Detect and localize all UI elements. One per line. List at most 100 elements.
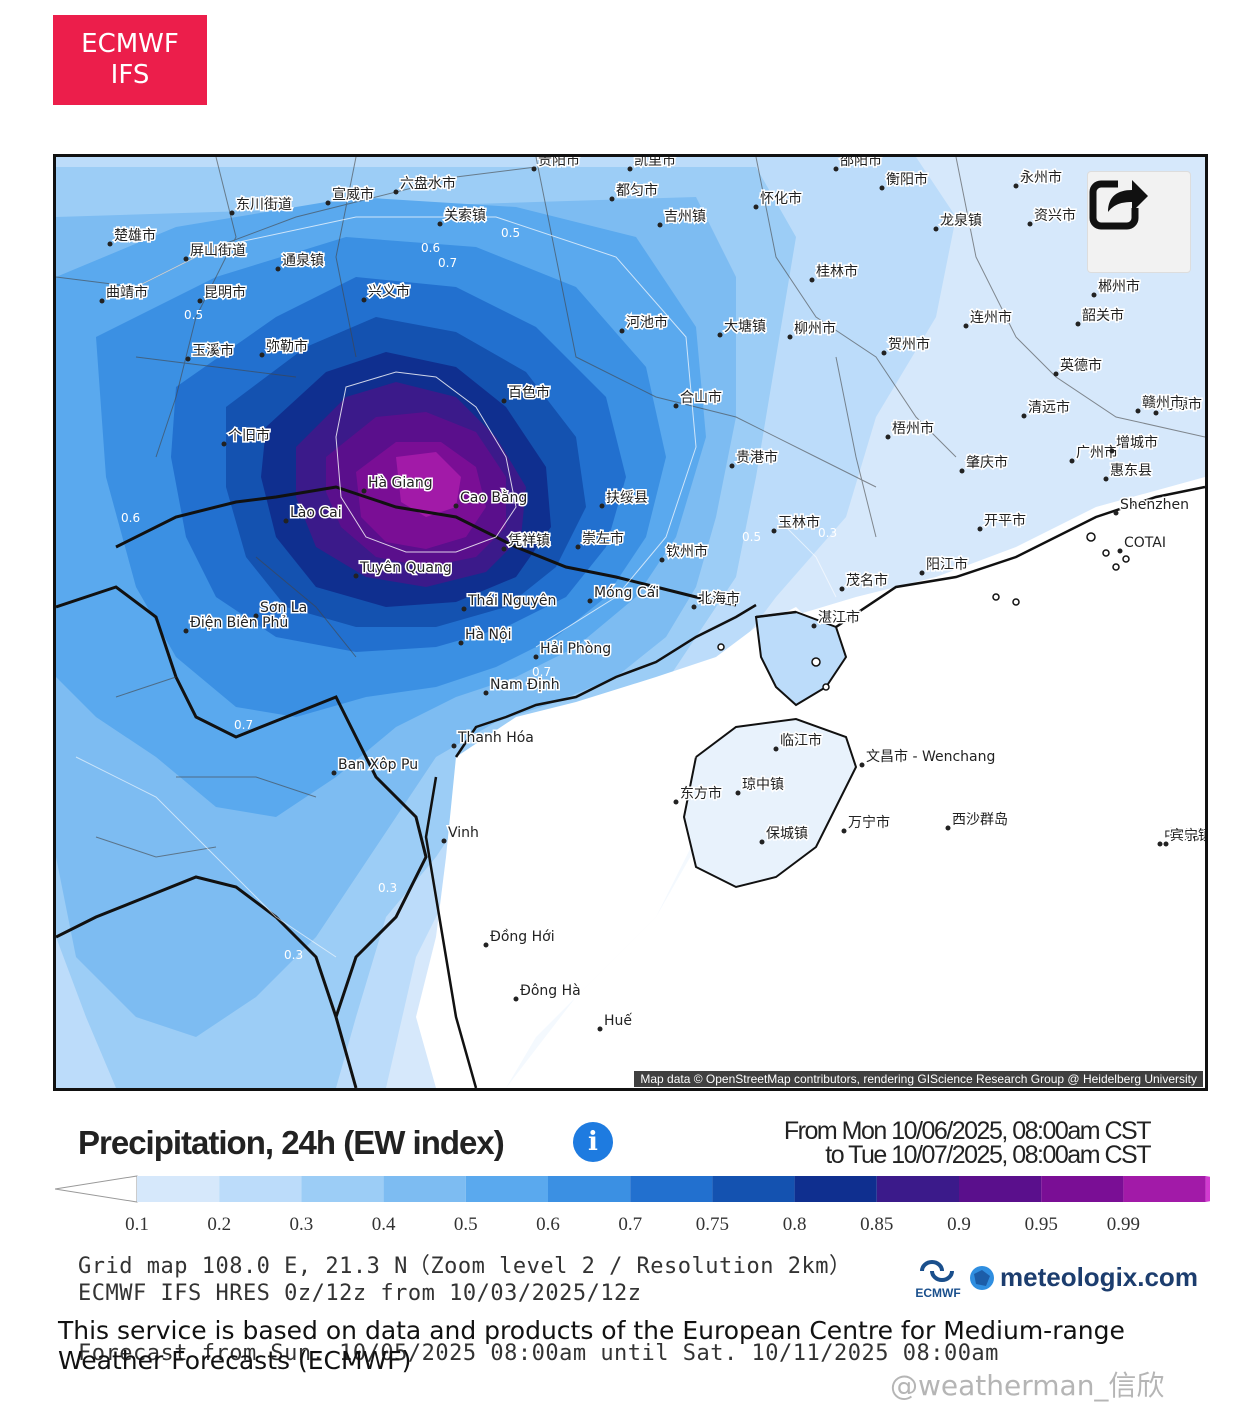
place-label[interactable]: 万宁市 (847, 813, 892, 833)
place-label[interactable]: Điện Biên Phủ (189, 614, 290, 633)
place-label[interactable]: 清远市 (1027, 398, 1072, 418)
place-label[interactable]: 凭祥镇 (507, 532, 552, 551)
place-label[interactable]: 保城镇 (765, 825, 810, 844)
place-label[interactable]: 临江市 (779, 731, 824, 751)
place-label[interactable]: Cao Bằng (459, 488, 529, 508)
place-label[interactable]: Vinh (447, 824, 481, 843)
share-button[interactable] (1087, 171, 1191, 273)
place-label[interactable]: Shenzhen (1119, 496, 1191, 515)
place-label[interactable]: Thái Nguyên (466, 592, 558, 611)
place-label[interactable]: 广州市 (1075, 443, 1120, 463)
map-canvas[interactable]: Hà Giang Cao Bằng Lào Cai Tuyên Quang Thái N… (56, 157, 1205, 1088)
place-label[interactable]: Hà Giang (367, 474, 435, 493)
place-label[interactable]: 贺州市 (887, 335, 932, 355)
place-label[interactable]: Ban Xôp Pu (337, 756, 420, 775)
place-label[interactable]: 合山市 (679, 388, 724, 408)
place-label[interactable]: 连州市 (969, 308, 1014, 328)
ecmwf-logo[interactable]: ECMWF (908, 1260, 968, 1302)
place-label[interactable]: 大塘镇 (723, 318, 768, 337)
place-label[interactable]: 河池市 (625, 313, 670, 333)
place-label[interactable]: 惠东县 (1109, 462, 1154, 481)
place-label[interactable]: 都匀市 (615, 181, 660, 201)
place-label[interactable]: 个旧市 (227, 426, 272, 446)
place-marker (859, 762, 865, 768)
place-label[interactable]: 北海市 (697, 589, 742, 609)
place-label[interactable]: 琼中镇 (741, 776, 786, 795)
place-label[interactable]: 六盘水市 (399, 174, 458, 194)
place-marker (253, 613, 259, 619)
place-label[interactable]: 玉林市 (777, 513, 822, 533)
place-label[interactable]: 柳州市 (793, 319, 838, 339)
place-label[interactable]: 兴义市 (367, 282, 412, 302)
place-label[interactable]: 东川街道 (235, 196, 294, 215)
place-label[interactable]: 湛江市 (817, 608, 862, 628)
place-label[interactable]: Tuyên Quang (358, 559, 454, 578)
place-label[interactable]: 宣威市 (331, 185, 376, 205)
place-label[interactable]: 河源市 (1159, 395, 1204, 415)
place-label[interactable]: 增城市 (1115, 433, 1160, 453)
place-label[interactable]: 文昌市 - Wenchang (865, 747, 997, 767)
scale-tick-label: 0.8 (783, 1214, 807, 1235)
place-label[interactable]: Móng Cái (593, 584, 661, 603)
precipitation-map[interactable]: Hà Giang Cao Bằng Lào Cai Tuyên Quang Thái N… (53, 154, 1208, 1091)
place-label[interactable]: 凯里市 (633, 157, 678, 171)
place-label[interactable]: 怀化市 (759, 189, 804, 209)
place-label[interactable]: 开平市 (983, 511, 1028, 531)
place-label[interactable]: 阳江市 (925, 555, 970, 575)
place-label[interactable]: 肇庆市 (965, 453, 1010, 473)
place-label[interactable]: Hải Phòng (539, 640, 613, 659)
place-label[interactable]: 吉州镇 (663, 208, 708, 227)
place-label[interactable]: COTAI (1123, 534, 1168, 553)
place-label[interactable]: Sơn La (259, 599, 309, 618)
place-label[interactable]: 宾宁镇 (1169, 826, 1206, 846)
place-marker (513, 996, 519, 1002)
place-label[interactable]: 邵阳市 (839, 157, 884, 171)
place-label[interactable]: 扶绥县 (605, 489, 650, 508)
place-marker (259, 352, 265, 358)
place-label[interactable]: 西沙群岛 (951, 811, 1010, 830)
place-label[interactable]: 英德市 (1059, 356, 1104, 376)
place-label[interactable]: 贵阳市 (537, 157, 582, 171)
place-label[interactable]: 永州市 (1019, 168, 1064, 188)
place-label[interactable]: 钦州市 (665, 542, 710, 562)
place-label[interactable]: 屏山街道 (189, 242, 248, 261)
place-label[interactable]: 弥勒市 (265, 337, 310, 357)
info-icon[interactable]: i (573, 1122, 613, 1162)
place-marker (809, 277, 815, 283)
place-label[interactable]: 中沙群岛 (1163, 827, 1206, 846)
place-label[interactable]: 崇左市 (581, 529, 626, 549)
meteologix-logo[interactable]: meteologix.com (968, 1262, 1198, 1293)
place-marker (729, 463, 735, 469)
place-label[interactable]: 赣州市 (1141, 393, 1186, 413)
place-label[interactable]: 茂名市 (845, 571, 890, 591)
place-label[interactable]: Huế (603, 1011, 634, 1031)
place-label[interactable]: 百色市 (507, 383, 552, 403)
place-label[interactable]: 桂林市 (815, 262, 860, 282)
place-label[interactable]: 资兴市 (1033, 206, 1078, 226)
place-marker (691, 604, 697, 610)
place-label[interactable]: 通泉镇 (281, 251, 326, 271)
place-label[interactable]: 关索镇 (443, 206, 488, 226)
place-label[interactable]: 玉溪市 (191, 341, 236, 361)
place-marker (501, 398, 507, 404)
scale-tick-labels: 0.1 0.2 0.3 0.4 0.5 0.6 0.7 0.75 0.8 0.85 0.9 0.95 0… (125, 1214, 1140, 1235)
place-label[interactable]: 曲靖市 (105, 283, 150, 303)
place-label[interactable]: 郴州市 (1097, 277, 1142, 297)
place-marker (185, 356, 191, 362)
place-marker (197, 298, 203, 304)
place-label[interactable]: 梧州市 (891, 419, 936, 439)
place-label[interactable]: Đông Hà (519, 982, 583, 1001)
place-label[interactable]: Lào Cai (289, 504, 344, 523)
place-label[interactable]: 东方市 (679, 784, 724, 804)
place-label[interactable]: 韶关市 (1081, 306, 1126, 326)
place-label[interactable]: Nam Định (489, 676, 562, 695)
contour-value-label: 0.7 (438, 256, 457, 270)
place-label[interactable]: 贵港市 (735, 448, 780, 468)
place-label[interactable]: 龙泉镇 (939, 211, 984, 231)
place-label[interactable]: 衡阳市 (885, 170, 930, 190)
place-label[interactable]: Hà Nội (464, 626, 513, 645)
place-label[interactable]: 昆明市 (203, 283, 248, 303)
place-label[interactable]: Đồng Hới (489, 927, 557, 947)
place-label[interactable]: 楚雄市 (113, 226, 158, 246)
place-label[interactable]: Thanh Hóa (456, 729, 536, 748)
